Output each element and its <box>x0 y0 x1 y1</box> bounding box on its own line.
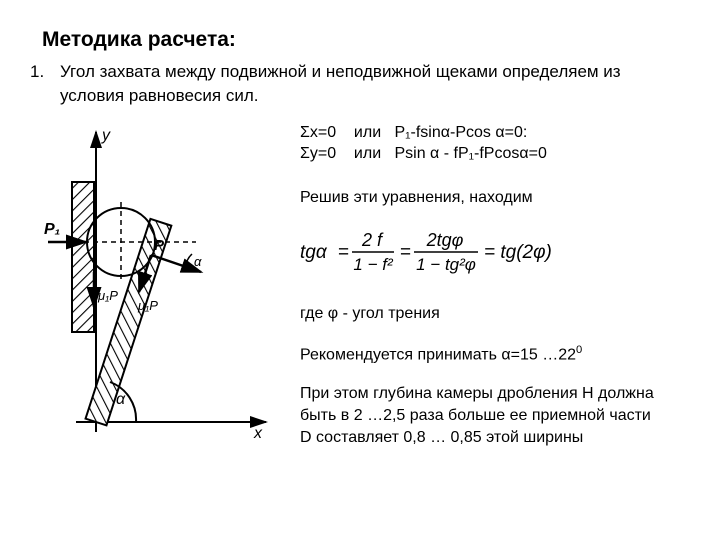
x-axis-label: x <box>253 425 263 442</box>
list-item: 1. Угол захвата между подвижной и неподв… <box>30 60 684 108</box>
svg-text:tgα: tgα <box>300 242 328 263</box>
y-axis-label: y <box>101 127 111 144</box>
svg-text:=: = <box>338 242 349 263</box>
force-diagram: y x P₁ P <box>36 122 286 442</box>
label-p1: P₁ <box>44 221 60 238</box>
formula-tg-alpha: tgα = 2 f 1 − f² = 2tgφ 1 − tg²φ = tg(2φ… <box>300 226 684 285</box>
label-alpha-big: α <box>116 391 126 408</box>
label-p: P <box>154 237 165 254</box>
equations-block: Σx=0 или P₁-fsinα-Pcos α=0: Σy=0 или Psi… <box>300 122 684 165</box>
where-text: где φ - угол трения <box>300 303 684 325</box>
page-title: Методика расчета: <box>42 28 684 52</box>
svg-text:1 − tg²φ: 1 − tg²φ <box>416 255 476 274</box>
solved-text: Решив эти уравнения, находим <box>300 187 684 209</box>
eq-sigma-x: Σx=0 или P₁-fsinα-Pcos α=0: <box>300 124 527 141</box>
svg-text:=: = <box>400 242 411 263</box>
svg-text:1 − f²: 1 − f² <box>353 255 394 274</box>
svg-text:= tg(2φ): = tg(2φ) <box>484 242 552 263</box>
label-mu1p-left: μ₁P <box>97 288 118 303</box>
item-number: 1. <box>30 60 60 84</box>
svg-text:2tgφ: 2tgφ <box>426 230 464 250</box>
label-alpha-small: α <box>194 254 202 269</box>
intro-text: Угол захвата между подвижной и неподвижн… <box>60 60 684 108</box>
recommend-text: Рекомендуется принимать α=15 …220 <box>300 343 684 366</box>
svg-text:2 f: 2 f <box>361 230 384 250</box>
label-mu1p-right: μ₁P <box>137 298 158 313</box>
depth-text: При этом глубина камеры дробления H долж… <box>300 383 684 426</box>
eq-sigma-y: Σy=0 или Psin α - fP₁-fPcosα=0 <box>300 145 547 162</box>
d-text: D составляет 0,8 … 0,85 этой ширины <box>300 427 684 449</box>
